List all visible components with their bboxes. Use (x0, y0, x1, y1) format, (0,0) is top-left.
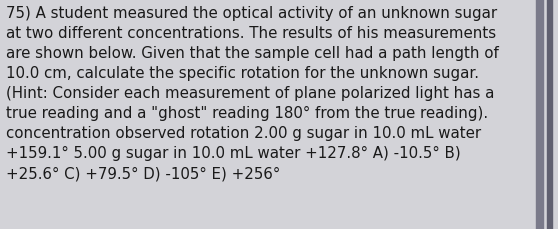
Text: 75) A student measured the optical activity of an unknown sugar
at two different: 75) A student measured the optical activ… (6, 6, 499, 181)
Bar (547, 0, 552, 229)
Bar (536, 0, 543, 229)
